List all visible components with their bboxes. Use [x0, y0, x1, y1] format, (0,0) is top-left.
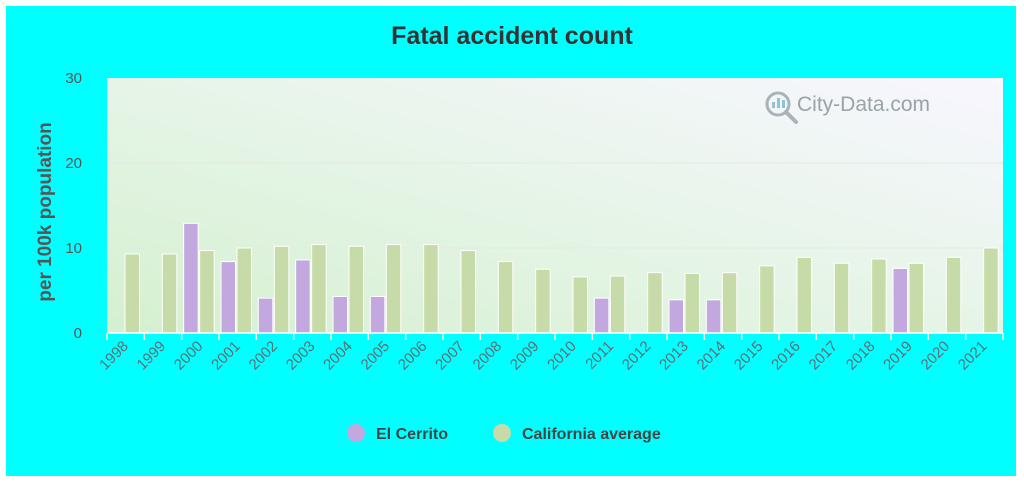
bar-california-average [460, 250, 476, 334]
x-tick-label: 2018 [843, 338, 879, 374]
legend-label: El Cerrito [376, 426, 448, 443]
bar-california-average [721, 272, 738, 334]
bar-el-cerrito [705, 299, 722, 334]
legend-swatch [493, 424, 511, 442]
bar-california-average [161, 253, 178, 334]
bar-california-average [647, 272, 663, 334]
x-tick-label: 2009 [507, 338, 543, 374]
x-tick-label: 2019 [880, 338, 916, 374]
x-tick-label: 1998 [96, 338, 132, 374]
x-tick-label: 2011 [582, 338, 617, 373]
x-tick-label: 2008 [470, 338, 506, 374]
x-tick-label: 2002 [246, 338, 282, 374]
bar-california-average [236, 247, 252, 334]
plot-area [107, 78, 1003, 333]
watermark-text: City-Data.com [797, 93, 930, 116]
chart-panel: Fatal accident count City-Data.com 0 10 20… [6, 6, 1016, 476]
x-tick-label: 2014 [694, 338, 730, 374]
bar-california-average [535, 268, 551, 334]
magnifier-icon [765, 91, 798, 124]
x-tick-label: 2007 [432, 338, 468, 374]
bar-el-cerrito [369, 295, 386, 334]
bar-california-average [273, 245, 290, 334]
bar-el-cerrito [668, 299, 684, 334]
bar-california-average [684, 273, 700, 334]
bar-california-average [348, 245, 364, 334]
bar-el-cerrito [892, 267, 908, 334]
x-tick-label: 2001 [208, 338, 244, 374]
grid-lines [107, 162, 1003, 249]
x-tick-label: 1999 [134, 338, 170, 374]
bar-california-average [983, 247, 999, 334]
bar-california-average [423, 244, 439, 334]
bars [124, 222, 999, 334]
bar-el-cerrito [332, 295, 348, 334]
bar-california-average [124, 253, 140, 334]
bar-california-average [609, 275, 626, 334]
bar-california-average [497, 261, 514, 334]
y-tick-label: 0 [74, 325, 82, 342]
x-tick-label: 2003 [283, 338, 319, 374]
bar-california-average [796, 256, 812, 334]
x-tick-label: 2013 [656, 338, 692, 374]
y-tick-label: 30 [65, 70, 82, 87]
bar-el-cerrito [220, 261, 236, 334]
bar-chart: Fatal accident count City-Data.com 0 10 20… [35, 22, 1004, 443]
bar-el-cerrito [183, 222, 199, 334]
x-tick-label: 2010 [544, 338, 580, 374]
bar-california-average [199, 250, 215, 334]
y-tick-label: 10 [65, 240, 82, 257]
bar-california-average [833, 262, 850, 334]
x-tick-label: 2015 [731, 338, 767, 374]
bar-california-average [945, 256, 962, 334]
bar-california-average [759, 265, 775, 334]
bar-california-average [908, 262, 924, 334]
bar-el-cerrito [257, 297, 274, 334]
bar-california-average [871, 258, 887, 334]
x-tick-label: 2004 [320, 338, 356, 374]
chart-title: Fatal accident count [391, 22, 633, 50]
legend-label: California average [522, 426, 661, 443]
watermark: City-Data.com [765, 91, 930, 124]
x-axis-ticks: 1998 1999 2000 2001 2002 2003 2004 2005 2006 2007… [96, 333, 1004, 374]
bar-california-average [385, 244, 402, 334]
x-tick-label: 2016 [768, 338, 804, 374]
x-tick-label: 2020 [918, 338, 954, 374]
x-tick-label: 2017 [806, 338, 842, 374]
x-tick-label: 2006 [395, 338, 431, 374]
legend: El Cerrito California average [347, 424, 661, 443]
y-axis-label: per 100k population [35, 122, 56, 301]
x-tick-label: 2000 [171, 338, 207, 374]
bar-el-cerrito [593, 297, 610, 334]
x-tick-label: 2021 [955, 338, 991, 374]
y-axis-ticks: 0 10 20 30 [65, 70, 82, 342]
bar-el-cerrito [295, 259, 311, 334]
bar-california-average [572, 276, 588, 334]
x-tick-label: 2012 [619, 338, 655, 374]
x-tick-label: 2005 [358, 338, 394, 374]
bar-california-average [311, 244, 327, 334]
legend-swatch [347, 424, 365, 442]
y-tick-label: 20 [65, 155, 82, 172]
